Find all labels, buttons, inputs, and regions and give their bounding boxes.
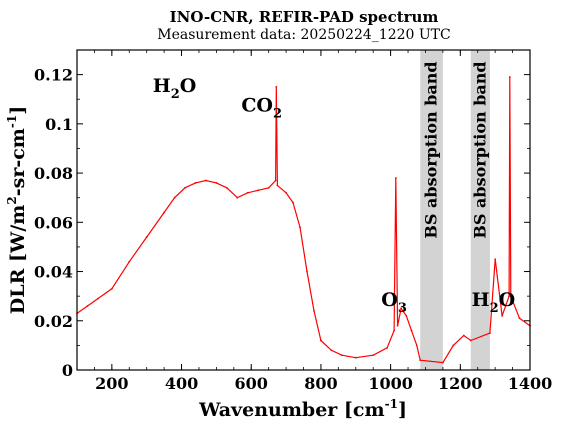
y-tick-label: 0.04 — [34, 263, 73, 282]
data-point — [508, 295, 510, 298]
y-tick-label: 0.06 — [34, 213, 73, 232]
data-point — [509, 295, 512, 298]
data-point — [494, 258, 497, 261]
data-point — [225, 186, 228, 189]
data-point — [372, 354, 375, 357]
y-axis-label: DLR [W/m2-sr-cm-1] — [5, 106, 29, 314]
data-point — [400, 307, 402, 310]
x-axis-ticks: 200 400 600 800 1000 1200 1400 — [76, 50, 553, 393]
data-point — [354, 356, 357, 359]
shaded-bands: BS absorption band BS absorption band — [420, 50, 490, 370]
data-point — [173, 196, 176, 199]
data-point — [163, 211, 166, 214]
data-point — [306, 270, 308, 273]
data-point — [110, 287, 113, 290]
data-point — [396, 324, 399, 327]
data-point — [330, 349, 333, 352]
data-point — [97, 297, 99, 300]
data-point — [386, 346, 389, 349]
y-tick-label: 0 — [62, 361, 73, 380]
x-tick-label: 400 — [165, 374, 198, 393]
data-point — [236, 196, 239, 199]
chart-title: INO-CNR, REFIR-PAD spectrum — [170, 8, 439, 26]
data-point — [285, 191, 287, 194]
y-tick-label: 0.02 — [34, 312, 73, 331]
x-tick-label: 600 — [235, 374, 268, 393]
plot-frame — [76, 49, 531, 371]
annotation-2: O3 — [381, 289, 407, 316]
chart-annotations: H2O CO2 O3 H2O — [153, 75, 515, 316]
data-point — [184, 186, 186, 189]
data-point — [405, 314, 408, 317]
data-point — [257, 189, 260, 192]
data-point — [340, 354, 343, 357]
data-point — [393, 329, 395, 332]
annotation-3: H2O — [472, 289, 516, 316]
band-label-1: BS absorption band — [470, 61, 489, 238]
chart-subtitle: Measurement data: 20250224_1220 UTC — [157, 27, 450, 43]
data-point — [415, 344, 418, 347]
data-point — [313, 310, 315, 312]
data-point — [274, 179, 277, 182]
data-point — [469, 339, 472, 342]
data-point — [462, 334, 465, 337]
data-point — [215, 182, 218, 184]
annotation-0: H2O — [153, 75, 197, 102]
data-point — [410, 329, 413, 332]
data-point — [246, 191, 249, 194]
data-point — [489, 332, 491, 334]
x-tick-label: 200 — [95, 374, 128, 393]
data-point — [452, 344, 455, 347]
annotation-1: CO2 — [241, 95, 282, 122]
data-point — [518, 317, 521, 320]
shaded-band-1 — [470, 50, 490, 370]
series-line-0 — [76, 77, 531, 364]
data-point — [419, 359, 422, 362]
y-tick-label: 0.12 — [34, 66, 73, 85]
x-tick-label: 1200 — [438, 374, 483, 393]
x-tick-label: 1400 — [508, 374, 553, 393]
data-point — [501, 314, 504, 317]
spectrum-series — [76, 76, 531, 364]
data-point — [194, 182, 197, 184]
data-point — [128, 260, 131, 263]
shaded-band-0 — [420, 50, 443, 370]
data-point — [267, 186, 270, 189]
y-tick-label: 0.08 — [34, 164, 73, 183]
data-point — [508, 76, 511, 78]
y-axis-ticks: 0 0.02 0.04 0.06 0.08 0.1 0.12 — [34, 66, 530, 380]
data-point — [320, 339, 322, 342]
data-point — [441, 361, 444, 364]
data-point — [145, 236, 148, 238]
x-axis-label: Wavenumber [cm-1] — [198, 397, 407, 421]
data-point — [86, 305, 89, 307]
x-tick-label: 800 — [304, 374, 337, 393]
band-label-0: BS absorption band — [422, 61, 441, 238]
data-point — [276, 184, 279, 187]
data-point — [299, 226, 301, 229]
data-point — [292, 201, 294, 204]
y-tick-label: 0.1 — [45, 115, 73, 134]
data-point — [205, 179, 207, 182]
data-point — [275, 86, 278, 88]
x-tick-label: 1000 — [368, 374, 413, 393]
data-point — [394, 177, 397, 179]
